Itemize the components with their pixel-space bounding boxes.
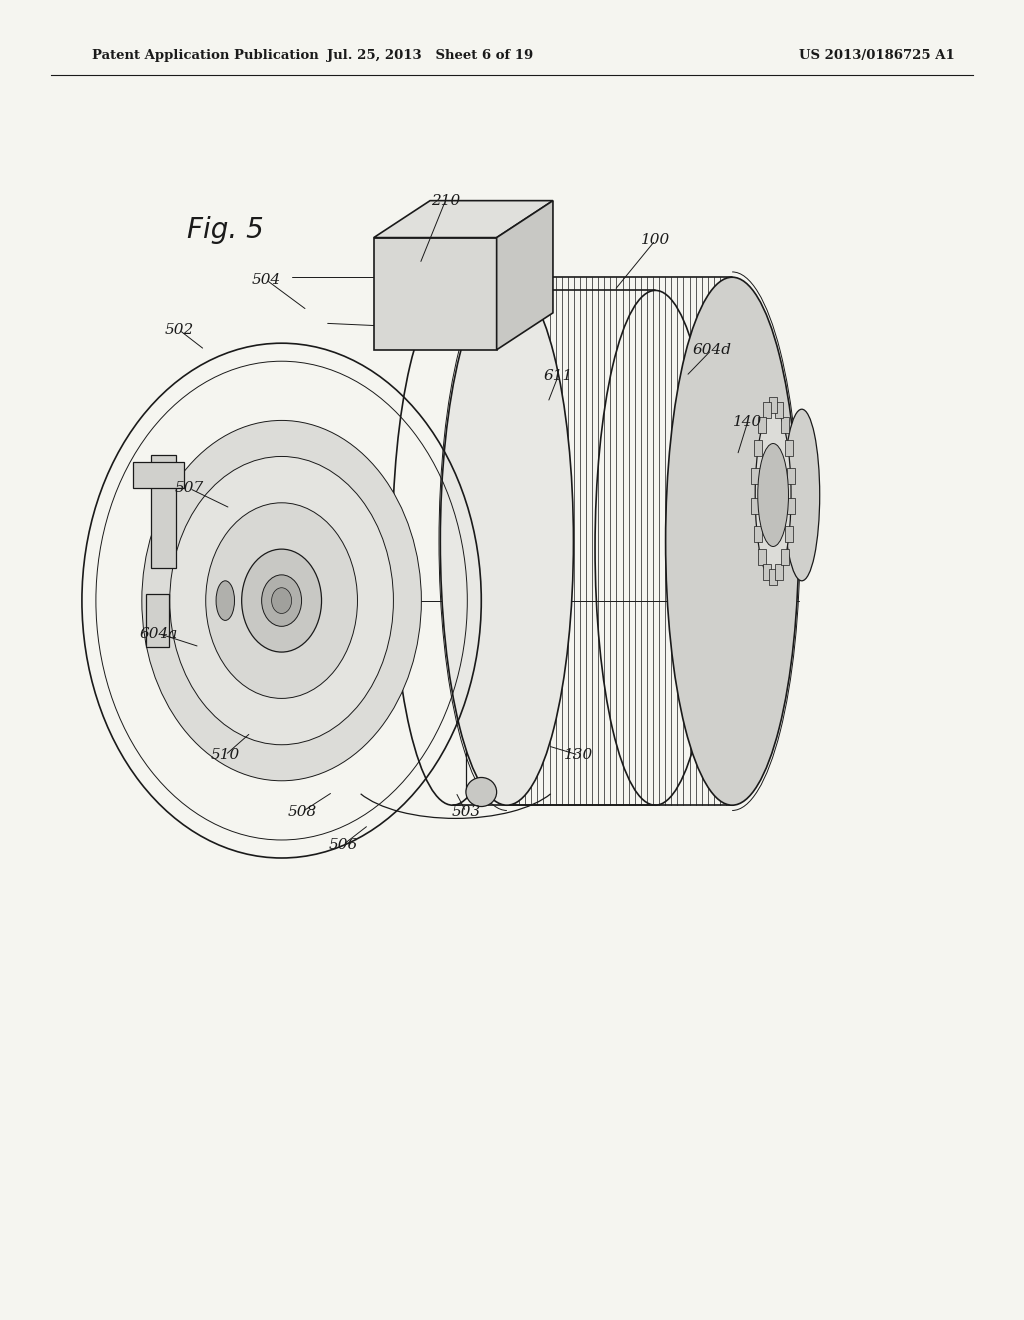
Bar (786, 469, 795, 484)
Ellipse shape (666, 277, 799, 805)
Polygon shape (374, 201, 553, 238)
Ellipse shape (756, 409, 791, 581)
Text: 506: 506 (329, 838, 357, 851)
Bar (758, 417, 766, 433)
Bar (133, 462, 184, 488)
Bar (763, 564, 771, 579)
Bar (752, 469, 760, 484)
Text: 503: 503 (452, 805, 480, 818)
Bar (758, 549, 766, 565)
Bar (754, 441, 762, 457)
Bar (784, 525, 793, 541)
Ellipse shape (216, 581, 234, 620)
Bar (780, 417, 788, 433)
Polygon shape (497, 201, 553, 350)
Bar (780, 549, 788, 565)
Bar (784, 441, 793, 457)
Text: 611: 611 (544, 370, 572, 383)
Circle shape (262, 574, 302, 626)
Text: 210: 210 (431, 194, 460, 207)
Bar (769, 397, 777, 413)
Text: Patent Application Publication: Patent Application Publication (92, 49, 318, 62)
Text: 502: 502 (165, 323, 194, 337)
Bar (763, 403, 771, 418)
Bar (775, 403, 783, 418)
Bar (752, 498, 760, 513)
Text: 140: 140 (733, 416, 762, 429)
Text: 604d: 604d (692, 343, 731, 356)
Bar (786, 498, 795, 513)
Text: 604a: 604a (139, 627, 178, 640)
Text: 130: 130 (564, 748, 593, 762)
Text: 508: 508 (288, 805, 316, 818)
Text: 510: 510 (211, 748, 240, 762)
Bar (151, 455, 176, 568)
Text: 507: 507 (175, 482, 204, 495)
Text: 504: 504 (252, 273, 281, 286)
Circle shape (170, 457, 393, 744)
Bar (769, 569, 777, 585)
Circle shape (206, 503, 357, 698)
Bar (374, 238, 497, 350)
Circle shape (142, 420, 422, 780)
Text: US 2013/0186725 A1: US 2013/0186725 A1 (799, 49, 954, 62)
Text: Fig. 5: Fig. 5 (187, 215, 263, 244)
Ellipse shape (440, 277, 573, 805)
Ellipse shape (466, 777, 497, 807)
Text: 100: 100 (641, 234, 670, 247)
Ellipse shape (784, 409, 819, 581)
Bar (754, 525, 762, 541)
Ellipse shape (758, 444, 788, 546)
Bar (775, 564, 783, 579)
Text: Jul. 25, 2013   Sheet 6 of 19: Jul. 25, 2013 Sheet 6 of 19 (327, 49, 534, 62)
Circle shape (271, 587, 292, 614)
Bar (146, 594, 169, 647)
Circle shape (242, 549, 322, 652)
